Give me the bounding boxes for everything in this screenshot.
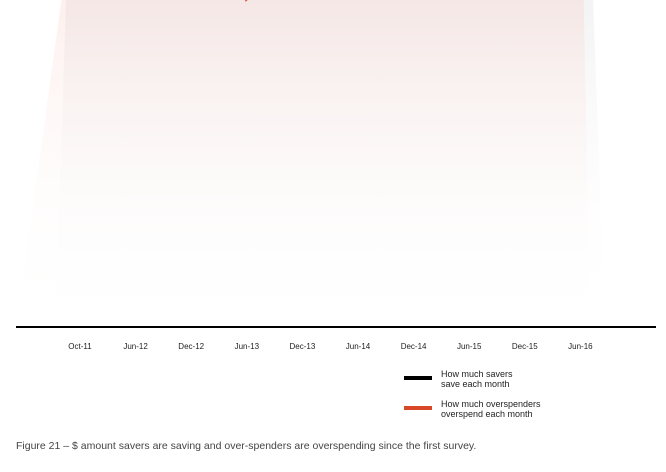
x-tick-label: Jun-12 [123, 342, 148, 351]
x-tick-label: Jun-16 [568, 342, 593, 351]
x-tick-label: Jun-14 [346, 342, 371, 351]
series-2-area [16, 0, 590, 327]
x-tick-label: Dec-12 [178, 342, 204, 351]
x-tick-label: Jun-13 [235, 342, 260, 351]
legend-label-1: How much savers [441, 369, 513, 379]
x-tick-label: Dec-15 [512, 342, 538, 351]
x-tick-label: Dec-13 [290, 342, 316, 351]
x-tick-label: Dec-14 [401, 342, 427, 351]
figure-caption: Figure 21 – $ amount savers are saving a… [16, 440, 477, 452]
x-tick-label: Oct-11 [68, 342, 92, 351]
x-tick-label: Jun-15 [457, 342, 482, 351]
legend-label-2: How much overspenders [441, 399, 541, 409]
legend-label-2: overspend each month [441, 409, 533, 419]
legend-label-1: save each month [441, 379, 510, 389]
